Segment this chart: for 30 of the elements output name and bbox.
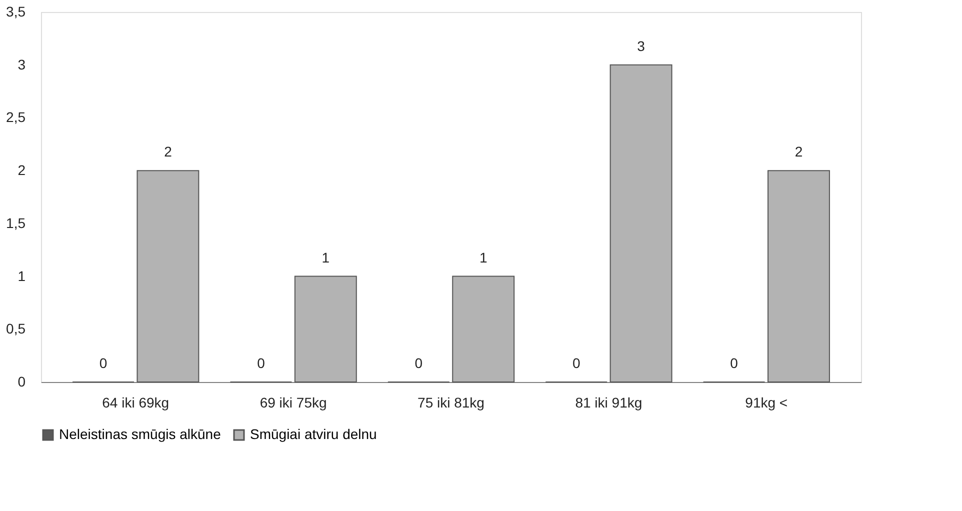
y-tick-label: 1,5 <box>6 214 26 231</box>
data-label: 0 <box>572 355 580 371</box>
y-tick-label: 2,5 <box>6 109 26 126</box>
data-label: 3 <box>637 38 646 54</box>
data-label: 0 <box>257 355 266 371</box>
bar <box>768 170 830 382</box>
data-label: 1 <box>322 249 330 266</box>
data-label: 0 <box>730 355 738 371</box>
data-label: 2 <box>164 144 172 160</box>
x-tick-label: 75 iki 81kg <box>418 394 484 410</box>
bar <box>294 276 357 382</box>
bar <box>610 64 672 382</box>
y-tick-label: 3 <box>18 56 26 72</box>
x-tick-label: 69 iki 75kg <box>260 394 327 410</box>
y-tick-label: 0 <box>18 374 26 390</box>
y-tick-label: 0,5 <box>6 320 26 337</box>
x-tick-label: 81 iki 91kg <box>575 394 642 410</box>
x-tick-label: 91kg < <box>745 394 788 410</box>
bar <box>136 170 200 382</box>
legend-label: Smūgiai atviru delnu <box>250 426 377 442</box>
y-tick-label: 2 <box>18 162 26 178</box>
bar <box>452 276 515 382</box>
y-tick-label: 3,5 <box>6 4 26 20</box>
data-label: 1 <box>479 249 488 266</box>
x-tick-label: 64 iki 69kg <box>102 394 170 410</box>
y-tick-label: 1 <box>18 268 26 284</box>
data-label: 0 <box>414 355 423 371</box>
data-label: 0 <box>99 355 108 371</box>
data-label: 2 <box>794 144 803 160</box>
legend-label: Neleistinas smūgis alkūne <box>59 426 222 442</box>
